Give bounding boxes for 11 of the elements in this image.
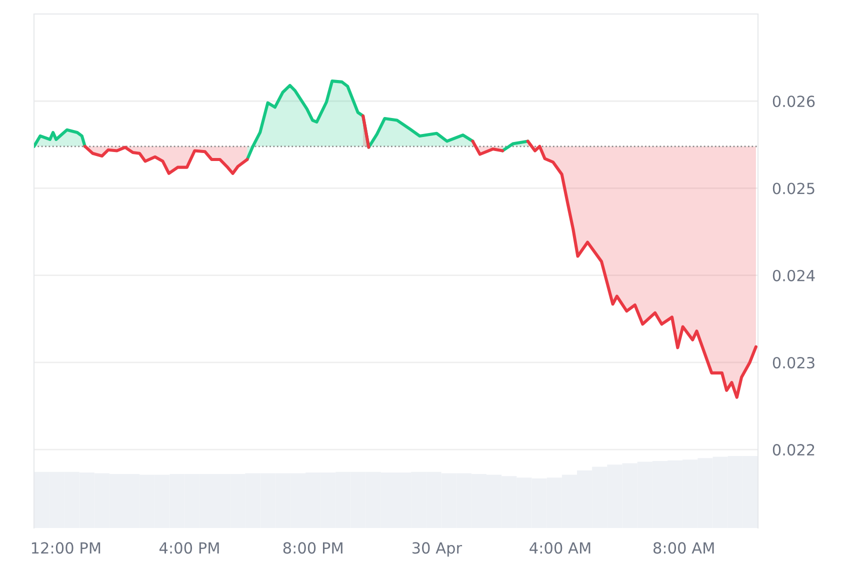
- y-tick-label: 0.023: [772, 356, 814, 368]
- y-tick-label: 0.025: [772, 182, 814, 194]
- x-tick-label: 4:00 AM: [530, 542, 590, 554]
- y-tick-label: 0.026: [772, 96, 815, 108]
- x-tick-label: 4:00 PM: [159, 542, 219, 554]
- x-tick-label: 12:00 PM: [32, 542, 100, 554]
- x-tick-label: 30 Apr: [412, 542, 462, 557]
- x-tick-label: 8:00 PM: [283, 542, 342, 554]
- y-tick-label: 0.022: [772, 444, 814, 456]
- y-tick-label: 0.024: [772, 270, 815, 282]
- x-tick-label: 8:00 AM: [653, 542, 714, 554]
